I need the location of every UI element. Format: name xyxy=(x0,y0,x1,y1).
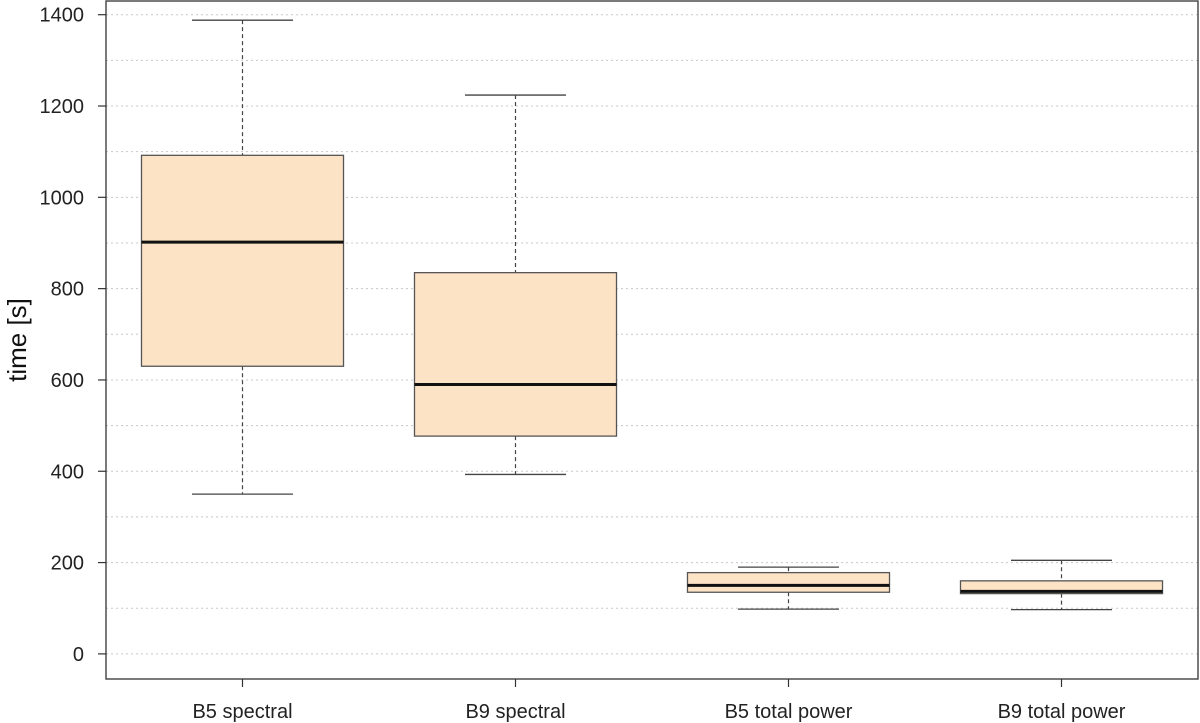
iqr-box xyxy=(140,154,345,367)
box-b9-spectral xyxy=(413,94,618,476)
y-tick-label: 400 xyxy=(51,461,84,483)
boxes xyxy=(140,19,1164,611)
y-axis-title: time [s] xyxy=(2,298,32,382)
x-axis: B5 spectral B9 spectral B5 total power B9 t… xyxy=(192,679,1126,723)
plot-frame xyxy=(105,0,1199,680)
box-b5-spectral xyxy=(140,19,345,495)
y-tick-label: 1000 xyxy=(40,187,85,209)
y-tick-label: 800 xyxy=(51,279,84,301)
iqr-box xyxy=(413,272,618,437)
box-b5-total-power xyxy=(686,566,891,610)
y-tick-label: 1400 xyxy=(40,5,85,27)
y-tick-label: 0 xyxy=(73,644,84,666)
y-tick-label: 600 xyxy=(51,370,84,392)
iqr-box xyxy=(686,571,891,593)
y-axis: 0 200 400 600 800 1000 1200 1400 xyxy=(40,5,106,666)
x-tick-label: B5 total power xyxy=(725,701,853,723)
box-b9-total-power xyxy=(959,559,1164,611)
x-tick-label: B9 spectral xyxy=(465,701,565,723)
y-tick-label: 200 xyxy=(51,553,84,575)
x-tick-label: B5 spectral xyxy=(192,701,292,723)
y-tick-label: 1200 xyxy=(40,96,85,118)
x-tick-label: B9 total power xyxy=(998,701,1126,723)
